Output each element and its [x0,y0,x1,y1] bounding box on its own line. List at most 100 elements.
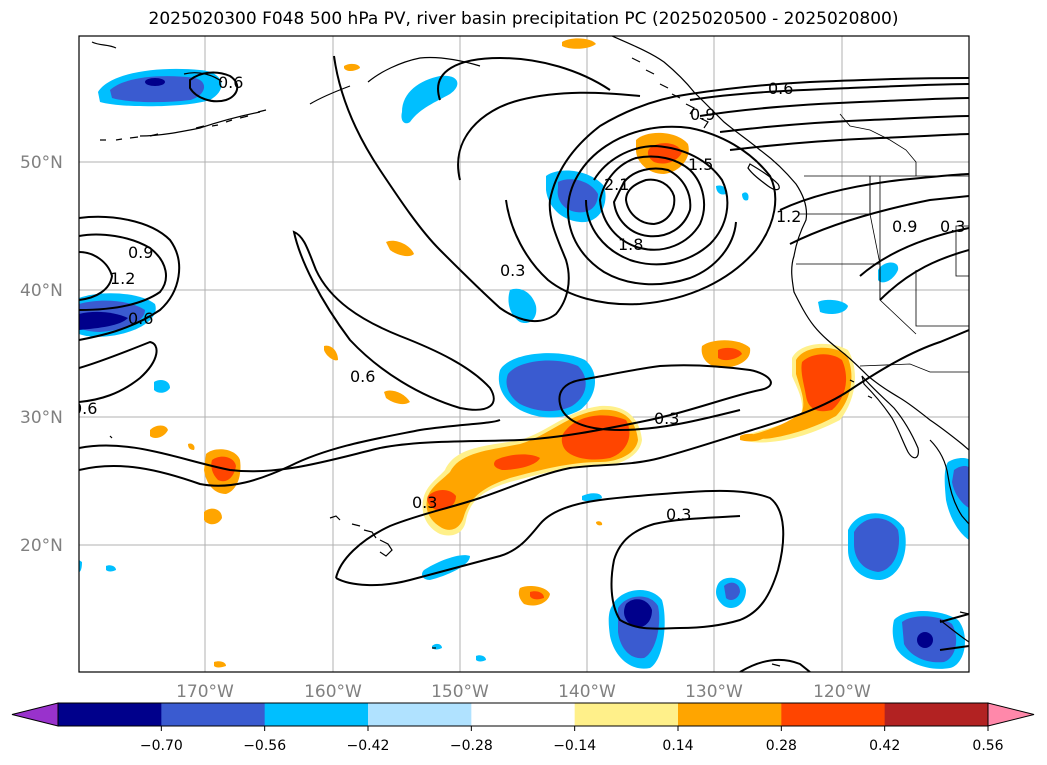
pos-blob-31n-center [384,390,410,405]
pos-blob-25n-west-tiny [188,443,195,450]
neg-blob-coast-40n [818,299,848,314]
colorbar-tick-label: −0.28 [450,738,493,754]
contour-trough-1.5 [598,155,706,251]
neg-blob-32n-core [506,360,586,412]
contour-label: 0.3 [412,493,437,512]
contour-label: 2.1 [604,175,629,194]
lat-label-50n: 50°N [20,153,63,173]
contour-jet-1.2 [719,115,969,133]
contour-label: 0.6 [218,73,243,92]
colorbar-tick-label: −0.56 [243,738,286,754]
contour-label: 1.8 [618,235,643,254]
contour-trough-1.2 [585,144,729,266]
contour-label: 0.3 [666,505,691,524]
contour-0.3-main [333,55,969,323]
neg-blob-35n [508,288,537,324]
lon-label-140w: 140°W [558,682,616,702]
neg-blob-ca-small2 [742,192,749,201]
contour-label: 0.3 [940,217,965,236]
colorbar-segment [781,703,886,726]
contour-0.6-alaska [189,71,239,103]
aleutian-islands [100,109,267,141]
vancouver-island [747,163,780,191]
contour-west-0.9 [79,215,181,341]
map-frame [78,35,970,673]
pos-blob-57n [562,38,596,49]
contour-jet-1.5 [729,133,969,151]
neg-blob-gulf [401,75,458,124]
lat-label-20n: 20°N [20,536,63,556]
colorbar-tick-label: 0.56 [972,738,1003,754]
neg-blob-sw-small [106,565,116,572]
contour-0.3-subtropical [79,364,772,473]
contour-east-south [739,658,811,672]
contour-label: 0.3 [500,261,525,280]
pos-blob-21n-tiny [596,521,603,526]
contour-label: 0.9 [690,105,715,124]
pos-blob-15n-core [530,591,544,600]
colorbar-outline [57,702,989,727]
neg-blob-10n-b [476,655,486,662]
contour-labels: 0.6 0.9 1.5 2.1 1.8 1.2 0.9 0.6 0.3 1.2 … [72,73,965,524]
pos-blob-coast-30n-core [801,354,847,412]
colorbar-extend-max [987,702,1035,727]
neg-blob-west-40n-dark [79,311,128,330]
longitude-labels: 170°W 160°W 150°W 140°W 130°W 120°W [176,682,871,702]
colorbar-segment [58,703,162,726]
pos-blob-56n-small [344,63,360,71]
state-border-east [955,225,969,277]
neg-blob-31n-west [154,380,170,393]
contour-trough-1.8 [612,167,692,238]
colorbar-segment [884,703,989,726]
neg-blob-13n-east-dark [917,632,933,648]
small-island-24n [109,435,113,439]
neg-blob-42n-east [878,262,899,283]
north-america-west-coast [611,36,969,451]
neg-blob-20n-east-core [854,518,900,572]
colorbar-extend-min [11,702,59,727]
canada-province [839,113,917,176]
contour-label: 0.9 [892,217,917,236]
colorbar-segment [574,703,679,726]
contour-label: 0.6 [128,309,153,328]
colorbar-segment [471,703,576,726]
lon-label-150w: 150°W [431,682,489,702]
alaska-peninsula-coast [91,41,481,137]
map-title: 2025020300 F048 500 hPa PV, river basin … [148,9,899,29]
pos-blob-subtropical-band-core2 [494,454,540,470]
contour-label: 0.9 [128,243,153,262]
pos-blob-44n [386,240,414,257]
pos-blob-35n-west [324,345,338,361]
latitude-labels: 50°N 40°N 30°N 20°N [20,153,63,556]
state-border-ut-az [915,270,969,327]
hawaii-islands [329,515,393,557]
colorbar-segment [678,703,782,726]
mexico-west-coast [929,439,969,525]
contour-ridge-east-0.9 [789,195,969,245]
contour-label: 1.5 [688,155,713,174]
pos-blob-10n-tiny [214,661,226,668]
baja-california [861,375,919,459]
neg-blob-mex-coast-core [952,466,969,508]
contour-east-lower2 [939,645,969,651]
contour-label: 0.6 [768,79,793,98]
colorbar-tick-label: −0.42 [347,738,390,754]
negative-precip-anomalies [79,68,969,669]
pos-blob-22n-west [204,508,222,525]
lon-label-120w: 120°W [813,682,871,702]
colorbar-tick-label: 0.14 [662,738,693,754]
neg-blob-12n-center-dark [624,599,652,628]
contour-0.3-ring-inner [437,56,611,101]
contour-label: 0.3 [654,409,679,428]
contour-label: 0.6 [72,399,97,418]
lon-label-160w: 160°W [304,682,362,702]
neg-blob-alaska-core [110,76,205,103]
neg-blob-ca-small [716,185,727,195]
contour-jet-0.9 [699,97,969,117]
contour-trough-2.1 [624,178,676,226]
neg-blob-23n [582,493,602,502]
neg-blob-alaska-dark [145,78,165,86]
colorbar-tick-label: 0.42 [869,738,900,754]
contour-ridge-east-0.3 [879,249,969,301]
us-mexico-border [859,363,969,373]
